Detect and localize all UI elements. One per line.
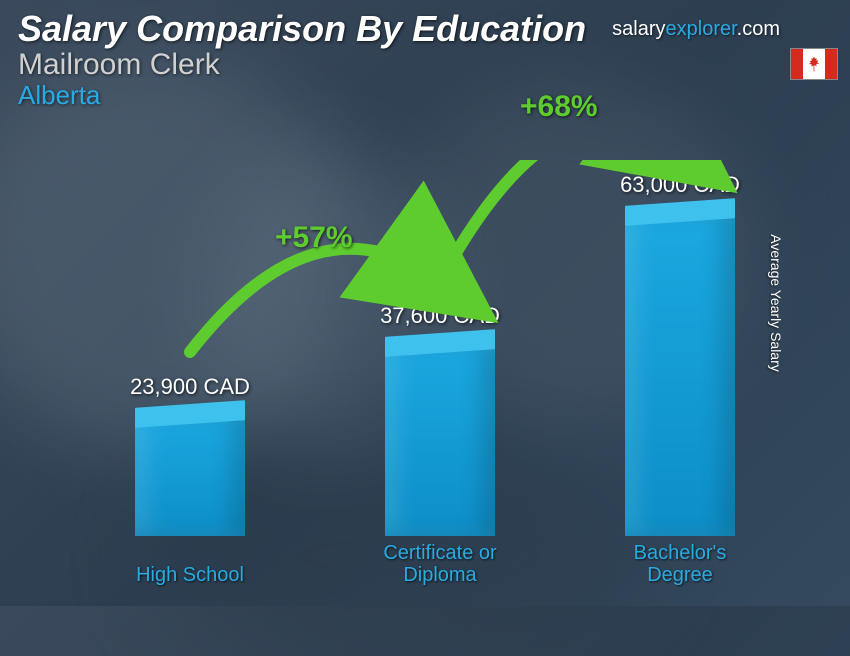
- bar-label: Bachelor'sDegree: [570, 542, 790, 586]
- bar-chart: 23,900 CAD High School 37,600 CAD Certifica…: [40, 160, 790, 586]
- watermark-part2: explorer: [666, 18, 737, 40]
- bar-value: 63,000 CAD: [570, 172, 790, 198]
- bar-top: [625, 198, 735, 226]
- chart-title: Salary Comparison By Education: [18, 8, 586, 50]
- flag-canada-icon: [790, 48, 838, 80]
- chart-subtitle: Mailroom Clerk: [18, 48, 586, 82]
- bar-value: 23,900 CAD: [80, 374, 300, 400]
- increase-label: +68%: [520, 90, 598, 124]
- chart-region: Alberta: [18, 80, 586, 111]
- maple-leaf-icon: [805, 55, 823, 73]
- bar-label: High School: [80, 564, 300, 586]
- bar-label: Certificate orDiploma: [330, 542, 550, 586]
- bar: [135, 412, 245, 536]
- watermark-part1: salary: [612, 18, 665, 40]
- header: Salary Comparison By Education Mailroom …: [18, 8, 586, 111]
- bar-value: 37,600 CAD: [330, 303, 550, 329]
- bar-top: [135, 400, 245, 428]
- bar: [625, 210, 735, 536]
- watermark-part3: .com: [737, 18, 780, 40]
- bar: [385, 341, 495, 536]
- bar-top: [385, 329, 495, 357]
- watermark: salaryexplorer.com: [612, 18, 780, 41]
- increase-label: +57%: [275, 221, 353, 255]
